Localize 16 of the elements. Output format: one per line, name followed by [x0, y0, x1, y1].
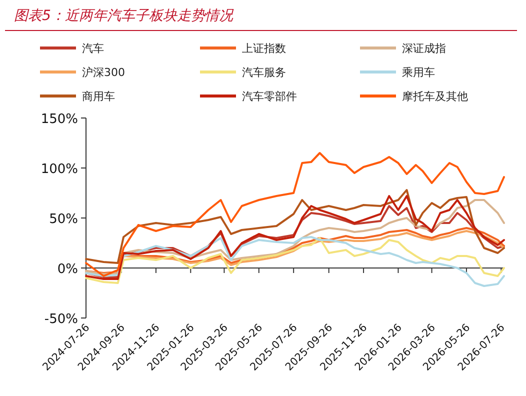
y-tick-label: 0% — [57, 262, 78, 277]
y-tick-label: -50% — [44, 312, 78, 327]
chart-title: 图表5：近两年汽车子板块走势情况 — [14, 8, 234, 24]
legend-label: 汽车 — [82, 42, 104, 55]
legend-label: 摩托车及其他 — [402, 90, 468, 103]
legend-label: 汽车服务 — [242, 66, 286, 79]
legend-label: 上证指数 — [242, 42, 286, 55]
legend-label: 沪深300 — [82, 66, 125, 79]
y-tick-label: 50% — [49, 212, 78, 227]
legend-label: 商用车 — [82, 90, 115, 103]
legend-label: 汽车零部件 — [242, 90, 297, 103]
line-series — [85, 189, 505, 264]
y-tick-label: 100% — [40, 162, 78, 177]
y-tick-label: 150% — [40, 112, 78, 127]
legend-label: 乘用车 — [402, 66, 435, 79]
legend-label: 深证成指 — [402, 42, 446, 55]
